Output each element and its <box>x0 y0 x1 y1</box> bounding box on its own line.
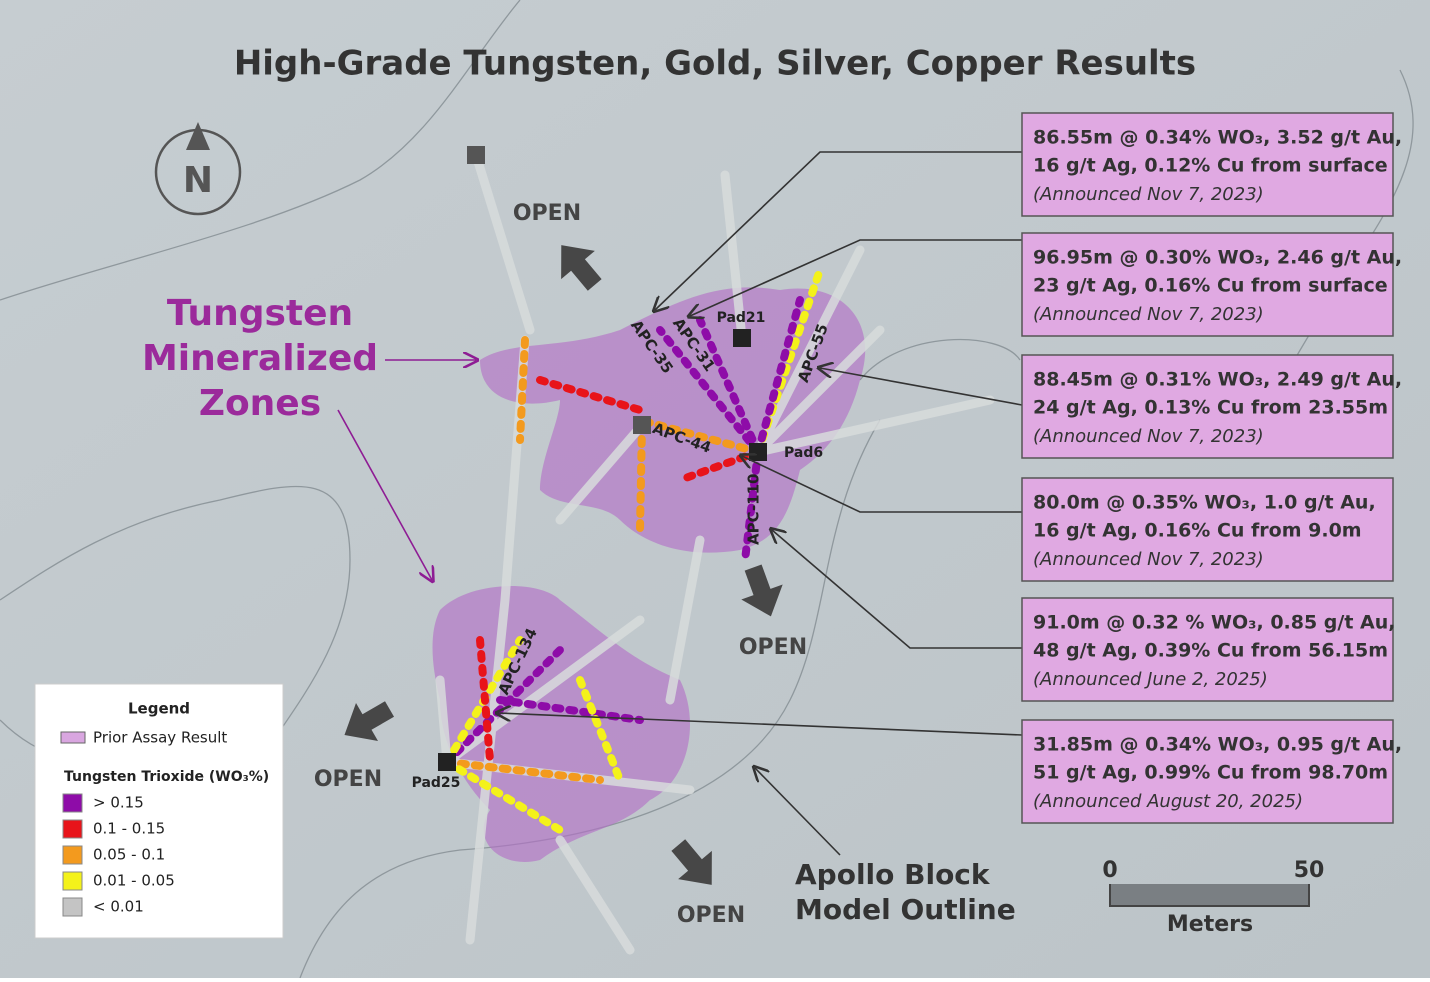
result-box <box>1021 719 1394 824</box>
scale-tick: 0 <box>1102 858 1117 883</box>
legend: Legend Prior Assay Result Tungsten Triox… <box>34 683 284 939</box>
legend-label: < 0.01 <box>93 898 144 916</box>
legend-swatch <box>62 897 83 917</box>
legend-swatch <box>62 819 83 839</box>
result-text: 16 g/t Ag, 0.16% Cu from 9.0m <box>1033 520 1362 542</box>
open-label: OPEN <box>314 767 382 792</box>
outline-label: Apollo Block <box>795 858 991 891</box>
result-box <box>1021 354 1394 459</box>
zone-label: Mineralized <box>142 338 378 379</box>
open-label: OPEN <box>513 201 581 226</box>
legend-swatch <box>62 845 83 865</box>
drill-holes <box>435 150 995 955</box>
outline-label: Model Outline <box>795 893 1016 926</box>
result-boxes: 86.55m @ 0.34% WO₃, 3.52 g/t Au, 16 g/t A… <box>1021 112 1402 824</box>
result-date: (Announced Nov 7, 2023) <box>1033 549 1264 570</box>
result-text: 86.55m @ 0.34% WO₃, 3.52 g/t Au, <box>1033 127 1402 149</box>
result-box <box>1021 597 1394 702</box>
legend-swatch <box>62 871 83 891</box>
result-date: (Announced Nov 7, 2023) <box>1033 184 1264 205</box>
result-text: 91.0m @ 0.32 % WO₃, 0.85 g/t Au, <box>1033 612 1396 634</box>
result-text: 24 g/t Ag, 0.13% Cu from 23.55m <box>1033 397 1388 419</box>
legend-subtitle: Tungsten Trioxide (WO₃%) <box>64 769 269 785</box>
result-text: 80.0m @ 0.35% WO₃, 1.0 g/t Au, <box>1033 492 1376 514</box>
result-text: 51 g/t Ag, 0.99% Cu from 98.70m <box>1033 762 1388 784</box>
legend-label: > 0.15 <box>93 794 144 812</box>
title: High-Grade Tungsten, Gold, Silver, Coppe… <box>234 44 1196 84</box>
legend-swatch <box>60 731 86 744</box>
result-text: 96.95m @ 0.30% WO₃, 2.46 g/t Au, <box>1033 247 1402 269</box>
open-label: OPEN <box>739 635 807 660</box>
result-text: 88.45m @ 0.31% WO₃, 2.49 g/t Au, <box>1033 369 1402 391</box>
result-date: (Announced June 2, 2025) <box>1033 669 1268 690</box>
result-text: 48 g/t Ag, 0.39% Cu from 56.15m <box>1033 640 1388 662</box>
result-box <box>1021 477 1394 582</box>
legend-label: Prior Assay Result <box>93 729 227 747</box>
scale-unit: Meters <box>1167 912 1253 937</box>
north-label: N <box>183 160 213 201</box>
legend-title: Legend <box>128 700 190 718</box>
pad-label: Pad21 <box>717 310 766 326</box>
result-box <box>1021 232 1394 337</box>
zone-label: Tungsten <box>167 293 353 334</box>
scale-bar: 0 50 Meters <box>1102 858 1324 937</box>
result-text: 16 g/t Ag, 0.12% Cu from surface <box>1033 155 1388 177</box>
legend-label: 0.01 - 0.05 <box>93 872 175 890</box>
result-date: (Announced Nov 7, 2023) <box>1033 304 1264 325</box>
legend-label: 0.1 - 0.15 <box>93 820 165 838</box>
hole-label: APC-110 <box>745 474 763 546</box>
zone-label: Zones <box>199 383 321 424</box>
scale-tick: 50 <box>1294 858 1325 883</box>
result-text: 23 g/t Ag, 0.16% Cu from surface <box>1033 275 1388 297</box>
result-box <box>1021 112 1394 217</box>
pads <box>438 146 767 771</box>
open-arrows <box>344 245 783 885</box>
legend-swatch <box>62 793 83 813</box>
open-label: OPEN <box>677 903 745 928</box>
legend-label: 0.05 - 0.1 <box>93 846 165 864</box>
pad-label: Pad6 <box>784 445 823 461</box>
result-date: (Announced August 20, 2025) <box>1033 791 1303 812</box>
result-text: 31.85m @ 0.34% WO₃, 0.95 g/t Au, <box>1033 734 1402 756</box>
north-arrow: N <box>154 122 242 216</box>
result-date: (Announced Nov 7, 2023) <box>1033 426 1264 447</box>
zone-arrow <box>337 409 432 580</box>
pad-label: Pad25 <box>412 775 461 791</box>
leader-lines <box>498 151 1023 856</box>
